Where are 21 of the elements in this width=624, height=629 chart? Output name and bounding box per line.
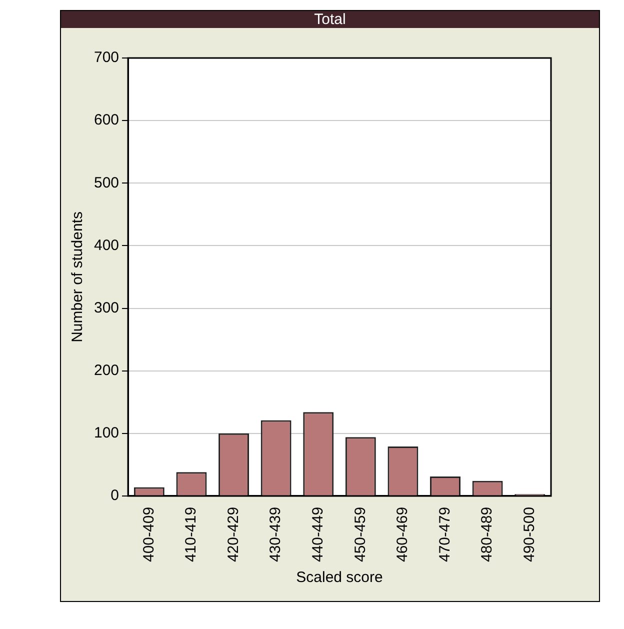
y-tick-label: 400: [94, 236, 120, 254]
x-axis-title: Scaled score: [296, 569, 383, 586]
y-axis-title: Number of students: [69, 212, 86, 342]
y-tick-label: 0: [110, 487, 120, 504]
x-tick-label: 470-479: [436, 506, 454, 562]
x-tick-label: 400-409: [140, 506, 158, 562]
x-tick-label: 410-419: [182, 506, 200, 562]
y-tick-label: 300: [94, 299, 120, 316]
chart-title: Total: [61, 11, 599, 28]
x-tick-label: 440-449: [310, 506, 327, 562]
x-tick-label: 420-429: [224, 506, 242, 562]
y-tick-label: 100: [94, 424, 120, 442]
x-tick-label: 480-489: [478, 506, 496, 562]
x-tick-label: 490-500: [520, 506, 538, 562]
y-tick-label: 600: [94, 112, 120, 129]
y-tick-label: 200: [94, 362, 120, 379]
x-tick-label: 450-459: [352, 506, 369, 562]
y-tick-label: 700: [94, 49, 120, 66]
x-tick-label: 430-439: [267, 506, 284, 562]
y-tick-label: 500: [94, 174, 120, 192]
x-tick-label: 460-469: [394, 506, 412, 562]
